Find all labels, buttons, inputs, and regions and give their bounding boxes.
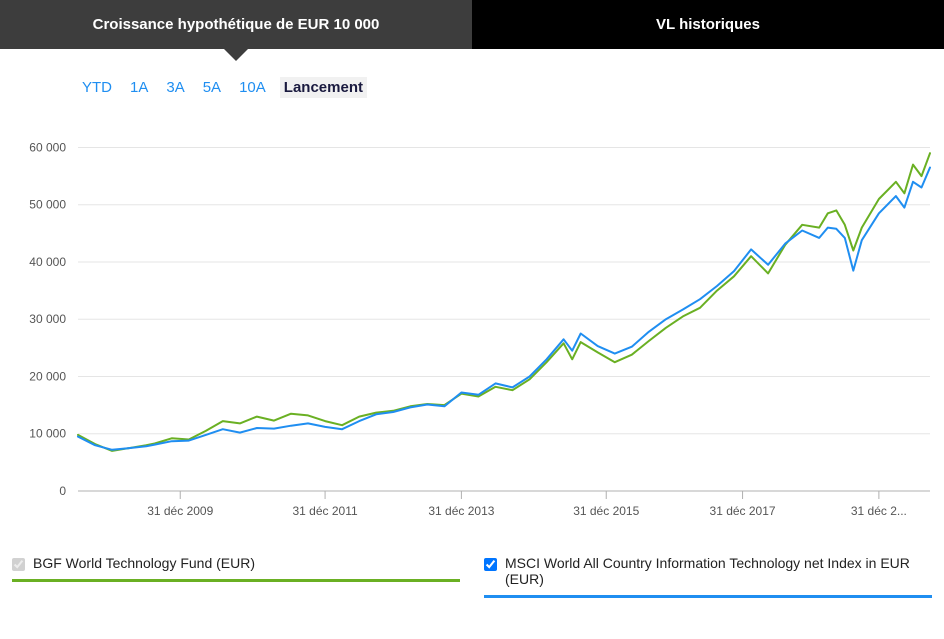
legend-label-1: MSCI World All Country Information Techn… <box>505 555 932 587</box>
legend-item-1[interactable]: MSCI World All Country Information Techn… <box>484 555 932 587</box>
legend-item-0[interactable]: BGF World Technology Fund (EUR) <box>12 555 460 571</box>
svg-text:30 000: 30 000 <box>29 312 66 326</box>
svg-text:31 déc 2015: 31 déc 2015 <box>573 504 639 518</box>
legend-checkbox-1[interactable] <box>484 558 497 571</box>
svg-text:31 déc 2017: 31 déc 2017 <box>710 504 776 518</box>
period-1a[interactable]: 1A <box>126 77 152 98</box>
period-lancement[interactable]: Lancement <box>280 77 367 98</box>
svg-text:40 000: 40 000 <box>29 255 66 269</box>
svg-text:0: 0 <box>59 484 66 498</box>
legend-checkbox-0 <box>12 558 25 571</box>
tab-bar: Croissance hypothétique de EUR 10 000 VL… <box>0 0 944 49</box>
growth-chart: 0 10 000 20 000 30 000 40 000 50 000 60 000 31 … <box>0 106 944 551</box>
tab-nav-history[interactable]: VL historiques <box>472 0 944 49</box>
svg-text:10 000: 10 000 <box>29 427 66 441</box>
legend: BGF World Technology Fund (EUR) MSCI Worl… <box>0 551 944 598</box>
svg-text:50 000: 50 000 <box>29 198 66 212</box>
legend-color-bar-1 <box>484 595 932 598</box>
svg-text:31 déc 2013: 31 déc 2013 <box>428 504 494 518</box>
tab-growth[interactable]: Croissance hypothétique de EUR 10 000 <box>0 0 472 49</box>
period-selector: YTD 1A 3A 5A 10A Lancement <box>0 49 944 106</box>
svg-text:31 déc 2009: 31 déc 2009 <box>147 504 213 518</box>
period-10a[interactable]: 10A <box>235 77 270 98</box>
legend-col-0: BGF World Technology Fund (EUR) <box>12 555 460 598</box>
svg-text:60 000: 60 000 <box>29 140 66 154</box>
period-3a[interactable]: 3A <box>162 77 188 98</box>
period-5a[interactable]: 5A <box>199 77 225 98</box>
svg-text:31 déc 2011: 31 déc 2011 <box>292 504 357 518</box>
svg-text:20 000: 20 000 <box>29 369 66 383</box>
legend-label-0: BGF World Technology Fund (EUR) <box>33 555 255 571</box>
chart-svg: 0 10 000 20 000 30 000 40 000 50 000 60 000 31 … <box>0 106 944 551</box>
legend-col-1: MSCI World All Country Information Techn… <box>484 555 932 598</box>
legend-color-bar-0 <box>12 579 460 582</box>
period-ytd[interactable]: YTD <box>78 77 116 98</box>
svg-text:31 déc 2...: 31 déc 2... <box>851 504 907 518</box>
